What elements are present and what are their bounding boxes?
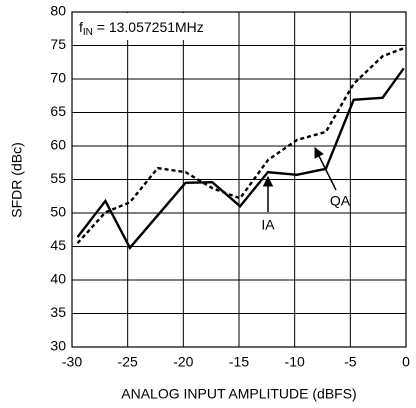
series-line <box>76 67 405 250</box>
ia-label: IA <box>261 217 275 233</box>
annotation-box <box>73 13 233 40</box>
x-tick-label: -10 <box>285 354 305 370</box>
y-tick-label: 75 <box>50 36 66 52</box>
grid <box>71 11 407 348</box>
lines <box>76 47 405 250</box>
y-tick-label: 40 <box>50 271 66 287</box>
x-tick-label: -5 <box>344 354 357 370</box>
x-tick-label: -20 <box>173 354 193 370</box>
y-tick-label: 30 <box>50 338 66 354</box>
x-tick-label: 0 <box>402 354 410 370</box>
x-tick-label: -30 <box>62 354 82 370</box>
plot-frame <box>71 11 407 348</box>
y-tick-label: 50 <box>50 204 66 220</box>
y-tick-label: 80 <box>50 3 66 19</box>
annotation: fIN = 13.057251MHz <box>79 19 204 38</box>
x-tick-label: -15 <box>229 354 249 370</box>
y-tick-label: 60 <box>50 137 66 153</box>
y-axis-label: SFDR (dBc) <box>9 142 25 217</box>
y-tick-label: 65 <box>50 103 66 119</box>
y-tick-label: 55 <box>50 170 66 186</box>
y-tick-label: 45 <box>50 237 66 253</box>
x-axis-label: ANALOG INPUT AMPLITUDE (dBFS) <box>121 386 356 402</box>
x-tick-label: -25 <box>118 354 138 370</box>
qa-label: QA <box>330 193 351 209</box>
qa-arrow <box>314 147 337 191</box>
y-tick-label: 70 <box>50 70 66 86</box>
y-tick-label: 35 <box>50 304 66 320</box>
